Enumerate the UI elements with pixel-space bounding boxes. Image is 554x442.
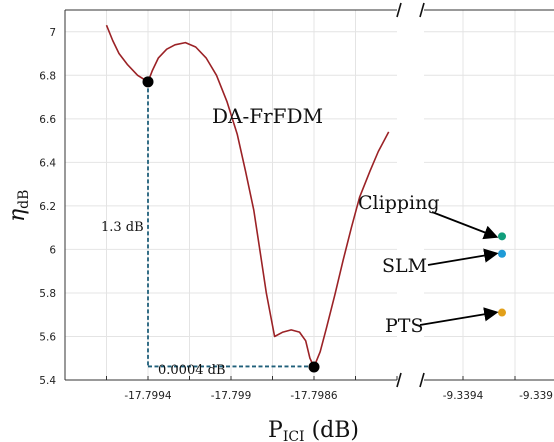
y-tick-label: 5.4	[39, 375, 56, 387]
y-tick-label: 6.2	[39, 201, 56, 213]
y-tick-label: 5.8	[39, 288, 56, 300]
y-tick-label: 6.4	[39, 157, 56, 169]
x-tick-label: -17.7986	[290, 390, 338, 402]
axis-break-mark	[396, 2, 402, 18]
highlight-point	[142, 76, 154, 88]
x-axis-label: PICI (dB)	[268, 418, 359, 442]
arrow-slm	[427, 248, 499, 266]
clipping-label: Clipping	[358, 192, 440, 214]
x-tick-label: -9.3394	[443, 390, 484, 402]
point-slm	[498, 249, 506, 258]
x-tick-label: -17.799	[211, 390, 252, 402]
y-tick-label: 6.8	[39, 70, 56, 82]
arrow-clipping	[431, 211, 499, 240]
x-axis-label-main: P	[268, 418, 283, 442]
vertical-gap-label: 1.3 dB	[101, 220, 144, 235]
arrow-pts	[419, 307, 499, 326]
x-axis-label-unit: (dB)	[305, 418, 359, 442]
curve-label: DA-FrFDM	[212, 104, 323, 128]
point-pts	[498, 308, 506, 317]
plot-area-right	[424, 10, 554, 380]
series-line-da-frfdm	[105, 24, 390, 368]
point-clipping	[498, 232, 506, 241]
axes	[64, 2, 554, 388]
y-axis-label-sub: dB	[16, 190, 32, 209]
y-tick-label: 6	[49, 244, 56, 256]
y-tick-label: 6.6	[39, 114, 56, 126]
horizontal-gap-label: 0.0004 dB	[158, 363, 226, 378]
x-tick-label: -9.339	[519, 390, 553, 402]
y-axis-label: ηdB	[5, 190, 32, 222]
y-tick-label: 7	[49, 27, 56, 39]
x-axis-label-sub: ICI	[283, 429, 305, 442]
axis-labels: PICI (dB) ηdB	[5, 190, 359, 442]
slm-label: SLM	[382, 255, 427, 277]
series-marks	[105, 24, 506, 373]
annotations: DA-FrFDM 1.3 dB 0.0004 dB Clipping SLM PTS	[101, 104, 499, 378]
x-tick-label: -17.7994	[124, 390, 172, 402]
y-tick-label: 5.6	[39, 331, 56, 343]
pts-label: PTS	[385, 315, 423, 337]
highlight-point	[308, 361, 320, 373]
tick-labels: 5.4 5.6 5.8 6 6.2 6.4 6.6 6.8 7 -17.7994 -17.799 -1…	[39, 27, 553, 402]
axis-break-mark	[419, 2, 425, 18]
y-axis-label-main: η	[5, 209, 30, 222]
axis-break-mark	[396, 372, 402, 388]
axis-break-mark	[419, 372, 425, 388]
